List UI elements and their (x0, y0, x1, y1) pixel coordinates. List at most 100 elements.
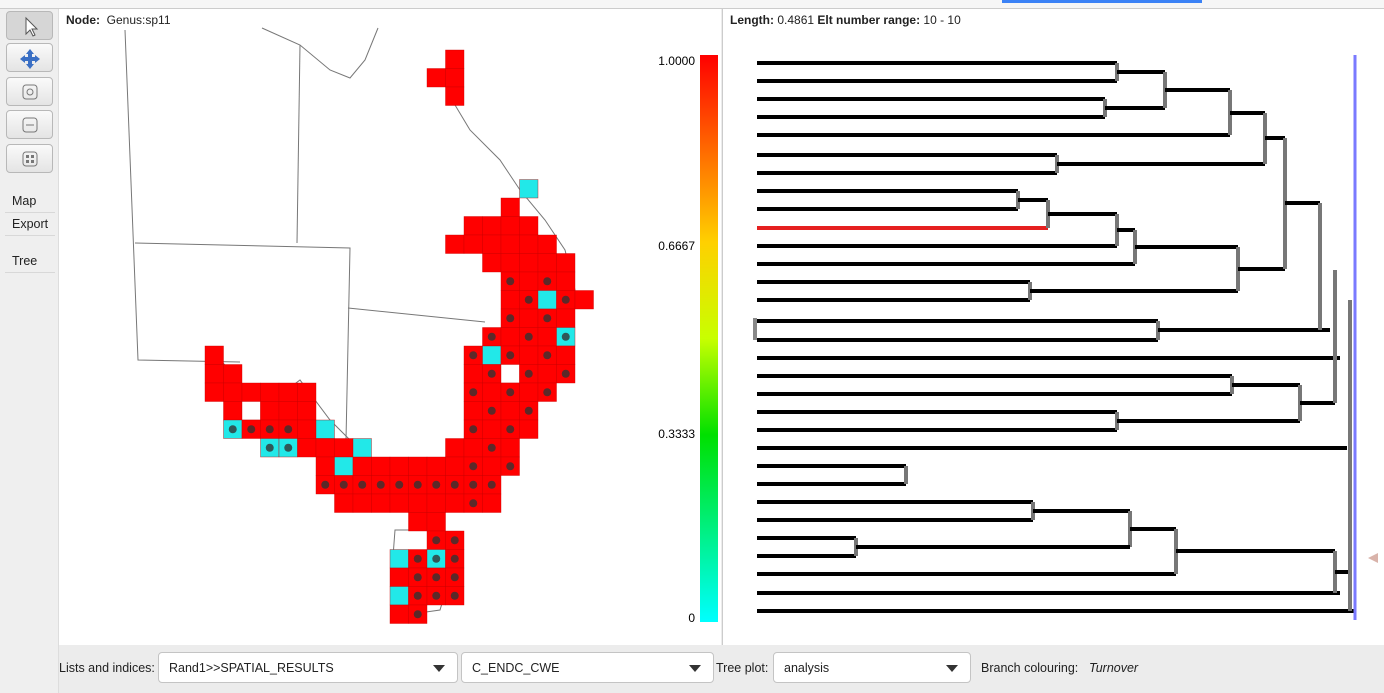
grid-cell (371, 493, 391, 513)
grid-cell (500, 253, 520, 273)
sample-dot (524, 369, 533, 378)
colorbar-label: 1.0000 (658, 54, 695, 68)
sample-dot (506, 351, 515, 360)
grid-cell (519, 179, 539, 199)
label: Node: (66, 13, 100, 27)
sample-dot (413, 591, 422, 600)
grid-cell (482, 493, 502, 513)
sample-dot (561, 332, 570, 341)
sample-dot (469, 351, 478, 360)
sample-dot (413, 480, 422, 489)
menu-item[interactable]: Map (5, 194, 55, 213)
sample-dot (376, 480, 385, 489)
sample-dot (506, 425, 515, 434)
list-dropdown[interactable]: Rand1>>SPATIAL_RESULTS (158, 652, 458, 683)
grid-cell (445, 456, 465, 476)
sample-dot (358, 480, 367, 489)
grid-cell (389, 456, 409, 476)
footer-value: Turnover (1089, 661, 1139, 675)
grid-cell (556, 253, 576, 273)
grid-cell (334, 493, 354, 513)
sample-dot (432, 554, 441, 563)
grid-cell (389, 586, 409, 606)
pan-tool[interactable] (6, 43, 53, 72)
grid-cell (260, 401, 280, 421)
grid-cell (445, 234, 465, 254)
zoom-in-tool[interactable] (6, 77, 53, 106)
grid-cells (204, 49, 594, 624)
footer-label: Tree plot: (716, 661, 769, 675)
grid-cell (500, 216, 520, 236)
sample-dot (469, 499, 478, 508)
grid-cell (260, 382, 280, 402)
value: 10 - 10 (923, 13, 961, 27)
grid-cell (334, 456, 354, 476)
grid-cell (463, 401, 483, 421)
grid-cell (537, 253, 557, 273)
sample-dot (506, 388, 515, 397)
zoom-fit-tool[interactable] (6, 144, 53, 173)
grid-cell (556, 345, 576, 365)
sample-dot (524, 332, 533, 341)
slider-handle[interactable] (1368, 553, 1378, 563)
colorbar (700, 55, 718, 622)
grid-cell (482, 234, 502, 254)
grid-cell (463, 364, 483, 384)
grid-cell (482, 456, 502, 476)
menu-item[interactable]: Export (5, 217, 55, 236)
sample-dot (265, 425, 274, 434)
grid-cell (537, 290, 557, 310)
select-tool[interactable] (6, 11, 53, 40)
grid-cell (297, 401, 317, 421)
tab-indicator (1002, 0, 1202, 3)
grid-cell (297, 382, 317, 402)
value: Genus:sp11 (106, 13, 171, 27)
grid-cell (278, 382, 298, 402)
sample-dot (469, 388, 478, 397)
sample-dot (506, 314, 515, 323)
grid-cell (297, 438, 317, 458)
grid-cell (352, 493, 372, 513)
map-panel (59, 9, 721, 645)
colorbar-label: 0.3333 (658, 427, 695, 441)
sample-dot (247, 425, 256, 434)
grid-cell (241, 382, 261, 402)
label: Length: (730, 13, 774, 27)
sample-dot (339, 480, 348, 489)
grid-cell (445, 493, 465, 513)
grid-cell (500, 401, 520, 421)
grid-cell (223, 401, 243, 421)
sample-dot (561, 295, 570, 304)
border (134, 242, 351, 441)
colorbar-label: 0.6667 (658, 239, 695, 253)
dendrogram (753, 61, 1355, 613)
grid-cell (537, 327, 557, 347)
index-dropdown[interactable]: C_ENDC_CWE (461, 652, 714, 683)
grid-cell (519, 308, 539, 328)
grid-cell (482, 345, 502, 365)
top-strip (0, 0, 1384, 9)
grid-cell (500, 364, 520, 384)
tree-plot-dropdown[interactable]: analysis (773, 652, 971, 683)
label: Elt number range: (817, 13, 921, 27)
sample-dot (228, 425, 237, 434)
sample-dot (487, 369, 496, 378)
sample-dot (265, 443, 274, 452)
icon (25, 16, 39, 37)
grid-cell (204, 345, 224, 365)
grid-cell (408, 512, 428, 532)
sample-dot (450, 554, 459, 563)
grid-cell (389, 567, 409, 587)
sample-dot (432, 480, 441, 489)
sample-dot (524, 406, 533, 415)
zoom-out-tool[interactable] (6, 110, 53, 139)
menu-item[interactable]: Tree (5, 254, 55, 273)
sample-dot (432, 536, 441, 545)
grid-cell (445, 49, 465, 69)
grid-cell (334, 438, 354, 458)
grid-cell (500, 197, 520, 217)
sample-dot (395, 480, 404, 489)
grid-cell (426, 512, 446, 532)
grid-cell (389, 549, 409, 569)
